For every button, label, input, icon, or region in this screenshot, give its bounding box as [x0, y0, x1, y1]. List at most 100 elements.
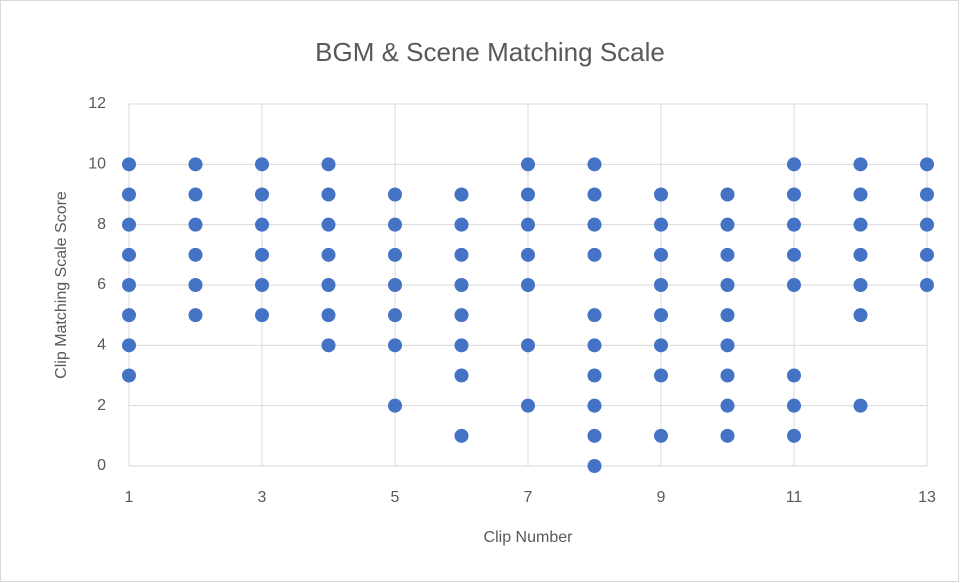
scatter-point [122, 217, 136, 232]
scatter-point [853, 278, 868, 292]
y-tick-label: 4 [97, 337, 106, 354]
scatter-point [587, 187, 602, 202]
scatter-point [787, 157, 801, 172]
scatter-point [920, 217, 934, 232]
scatter-point [587, 308, 602, 323]
x-tick-label: 11 [786, 489, 803, 506]
scatter-point [787, 247, 801, 262]
scatter-point [388, 398, 402, 413]
scatter-point [388, 247, 402, 262]
scatter-point [521, 398, 535, 413]
scatter-point [454, 278, 469, 292]
scatter-point [521, 338, 535, 353]
scatter-point [321, 217, 336, 232]
scatter-point [787, 368, 801, 383]
scatter-point [654, 338, 668, 353]
scatter-point [188, 308, 203, 323]
scatter-point [920, 187, 934, 202]
scatter-point [720, 187, 735, 202]
x-tick-label: 9 [657, 489, 666, 506]
scatter-point [720, 428, 735, 443]
scatter-point [454, 308, 469, 323]
scatter-point [388, 187, 402, 202]
scatter-point [587, 247, 602, 262]
scatter-point [521, 247, 535, 262]
scatter-point [920, 278, 934, 292]
scatter-point [454, 428, 469, 443]
scatter-point [122, 278, 136, 292]
scatter-point [654, 247, 668, 262]
scatter-point [388, 338, 402, 353]
scatter-point [321, 308, 336, 323]
scatter-point [587, 217, 602, 232]
chart-title: BGM & Scene Matching Scale [315, 37, 665, 67]
scatter-point [454, 247, 469, 262]
scatter-point [188, 187, 203, 202]
scatter-point [853, 217, 868, 232]
scatter-point [787, 217, 801, 232]
scatter-point [388, 278, 402, 292]
scatter-point [122, 187, 136, 202]
scatter-point [853, 308, 868, 323]
x-axis-label: Clip Number [484, 529, 574, 546]
scatter-point [587, 459, 602, 473]
scatter-point [255, 187, 269, 202]
y-axis-label: Clip Matching Scale Score [53, 191, 70, 379]
scatter-point [122, 338, 136, 353]
x-tick-label: 7 [524, 489, 533, 506]
y-tick-label: 12 [88, 95, 106, 112]
scatter-point [587, 398, 602, 413]
scatter-point [787, 398, 801, 413]
scatter-point [587, 338, 602, 353]
scatter-point [720, 278, 735, 292]
scatter-point [388, 308, 402, 323]
x-tick-label: 1 [125, 489, 134, 506]
scatter-point [521, 278, 535, 292]
scatter-point [521, 187, 535, 202]
scatter-point [654, 187, 668, 202]
scatter-point [853, 247, 868, 262]
scatter-point [720, 338, 735, 353]
scatter-point [521, 217, 535, 232]
scatter-point [388, 217, 402, 232]
scatter-point [255, 308, 269, 323]
scatter-point [454, 338, 469, 353]
y-tick-label: 2 [97, 397, 106, 414]
scatter-point [587, 428, 602, 443]
scatter-point [787, 187, 801, 202]
scatter-point [122, 308, 136, 323]
scatter-point [587, 368, 602, 383]
scatter-point [587, 157, 602, 172]
scatter-point [188, 157, 203, 172]
scatter-point [787, 278, 801, 292]
scatter-point [321, 278, 336, 292]
x-tick-label: 13 [918, 489, 936, 506]
x-tick-label: 3 [258, 489, 267, 506]
scatter-point [255, 247, 269, 262]
scatter-point [454, 368, 469, 383]
scatter-point [720, 247, 735, 262]
scatter-point [454, 187, 469, 202]
scatter-point [853, 398, 868, 413]
scatter-point [920, 157, 934, 172]
scatter-point [920, 247, 934, 262]
scatter-point [720, 308, 735, 323]
y-tick-label: 10 [88, 156, 106, 173]
scatter-point [122, 247, 136, 262]
scatter-point [321, 157, 336, 172]
y-tick-label: 8 [97, 216, 106, 233]
scatter-point [255, 278, 269, 292]
scatter-point [321, 247, 336, 262]
scatter-point [720, 368, 735, 383]
scatter-point [321, 338, 336, 353]
scatter-point [853, 157, 868, 172]
scatter-point [654, 217, 668, 232]
scatter-point [853, 187, 868, 202]
scatter-point [122, 368, 136, 383]
scatter-point [454, 217, 469, 232]
scatter-point [720, 398, 735, 413]
scatter-point [654, 308, 668, 323]
scatter-point [654, 368, 668, 383]
